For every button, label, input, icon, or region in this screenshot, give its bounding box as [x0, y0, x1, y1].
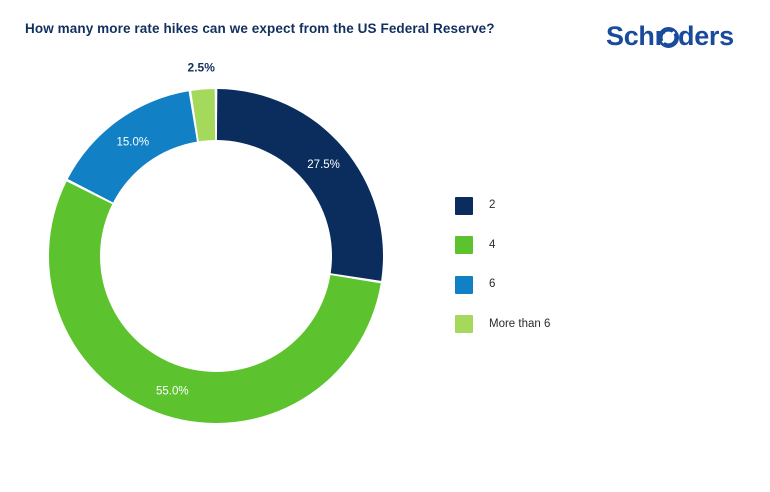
legend-swatch-icon: [455, 196, 473, 215]
legend-swatch-icon: [455, 315, 473, 334]
slice-value-label: 55.0%: [156, 386, 189, 398]
donut-slice[interactable]: [191, 89, 216, 142]
svg-text:ders: ders: [678, 22, 734, 51]
donut-chart-svg: 27.5% 55.0% 15.0% 2.5%: [48, 61, 384, 423]
donut-slice-labels: 27.5% 55.0% 15.0% 2.5%: [116, 61, 339, 398]
legend-item[interactable]: 4: [455, 226, 665, 266]
legend-item[interactable]: 6: [455, 265, 665, 305]
donut-slice[interactable]: [48, 181, 381, 423]
chart-legend: 2 4 6 More than 6: [455, 186, 665, 344]
legend-swatch-icon: [455, 236, 473, 255]
donut-slices: [48, 89, 384, 423]
legend-item-label: More than 6: [489, 317, 551, 330]
donut-chart: 27.5% 55.0% 15.0% 2.5%: [48, 61, 384, 423]
legend-item[interactable]: More than 6: [455, 305, 665, 345]
legend-item-label: 2: [489, 199, 496, 211]
schroders-logo: Schr ders: [606, 22, 754, 52]
legend-swatch-icon: [455, 275, 473, 294]
logo-o-slash: [661, 31, 676, 44]
slice-value-label: 2.5%: [188, 61, 216, 75]
page-title: How many more rate hikes can we expect f…: [25, 21, 495, 36]
donut-slice[interactable]: [67, 91, 197, 203]
legend-item[interactable]: 2: [455, 186, 665, 226]
donut-slice[interactable]: [216, 89, 384, 281]
slice-value-label: 27.5%: [307, 159, 340, 171]
legend-item-label: 4: [489, 238, 496, 251]
svg-text:Schr: Schr: [606, 22, 666, 51]
schroders-wordmark-icon: Schr ders: [606, 22, 734, 51]
legend-item-label: 6: [489, 278, 496, 290]
slice-value-label: 15.0%: [116, 137, 149, 149]
logo-o-ring: [657, 27, 679, 48]
